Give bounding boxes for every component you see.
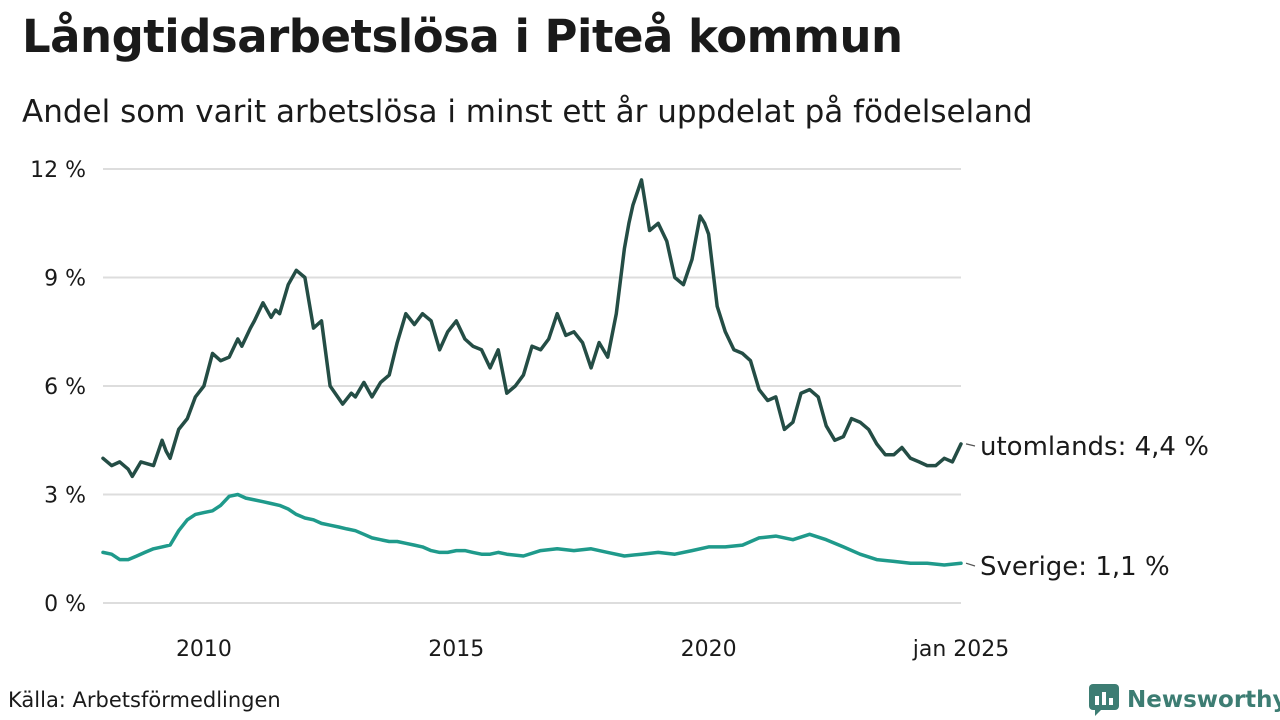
y-tick-label: 9 %	[44, 267, 86, 292]
brand-name: Newsworthy	[1127, 687, 1280, 713]
x-tick-label: 2015	[428, 637, 484, 662]
end-label-sverige: Sverige: 1,1 %	[980, 552, 1170, 582]
end-label-leader	[965, 562, 976, 567]
end-label-utomlands: utomlands: 4,4 %	[980, 432, 1209, 462]
y-tick-label: 3 %	[44, 484, 86, 509]
series-line-sverige	[101, 492, 963, 567]
series-line-utomlands	[101, 178, 963, 479]
y-tick-label: 12 %	[30, 158, 86, 183]
brand-logo: Newsworthy	[1089, 684, 1280, 716]
x-tick-label: 2020	[681, 637, 737, 662]
y-tick-label: 6 %	[44, 375, 86, 400]
x-tick-label: jan 2025	[912, 637, 1010, 662]
source-note: Källa: Arbetsförmedlingen	[8, 688, 281, 712]
newsworthy-icon	[1089, 684, 1119, 716]
chart-subtitle: Andel som varit arbetslösa i minst ett å…	[22, 94, 1033, 130]
end-label-leader	[965, 443, 976, 447]
x-tick-label: 2010	[176, 637, 232, 662]
chart-title: Långtidsarbetslösa i Piteå kommun	[22, 10, 903, 63]
y-tick-label: 0 %	[44, 592, 86, 617]
